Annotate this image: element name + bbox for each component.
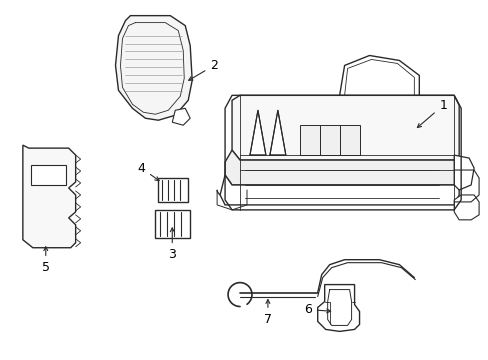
Polygon shape — [23, 145, 76, 248]
Polygon shape — [115, 15, 192, 120]
Text: 7: 7 — [264, 300, 271, 326]
Polygon shape — [31, 165, 65, 185]
Polygon shape — [249, 110, 265, 155]
Text: 5: 5 — [41, 247, 50, 274]
Polygon shape — [453, 195, 478, 220]
Polygon shape — [453, 155, 473, 190]
Polygon shape — [155, 210, 190, 238]
Text: 4: 4 — [137, 162, 159, 181]
Text: 6: 6 — [303, 303, 330, 316]
Polygon shape — [158, 178, 188, 202]
Polygon shape — [232, 95, 458, 160]
Text: 3: 3 — [168, 228, 176, 261]
Polygon shape — [339, 125, 359, 155]
Polygon shape — [220, 175, 458, 205]
Polygon shape — [299, 125, 319, 155]
Polygon shape — [319, 125, 339, 155]
Polygon shape — [172, 108, 190, 125]
Text: 1: 1 — [417, 99, 446, 127]
Polygon shape — [224, 150, 458, 185]
Text: 2: 2 — [188, 59, 218, 80]
Polygon shape — [269, 110, 285, 155]
Polygon shape — [317, 285, 359, 332]
